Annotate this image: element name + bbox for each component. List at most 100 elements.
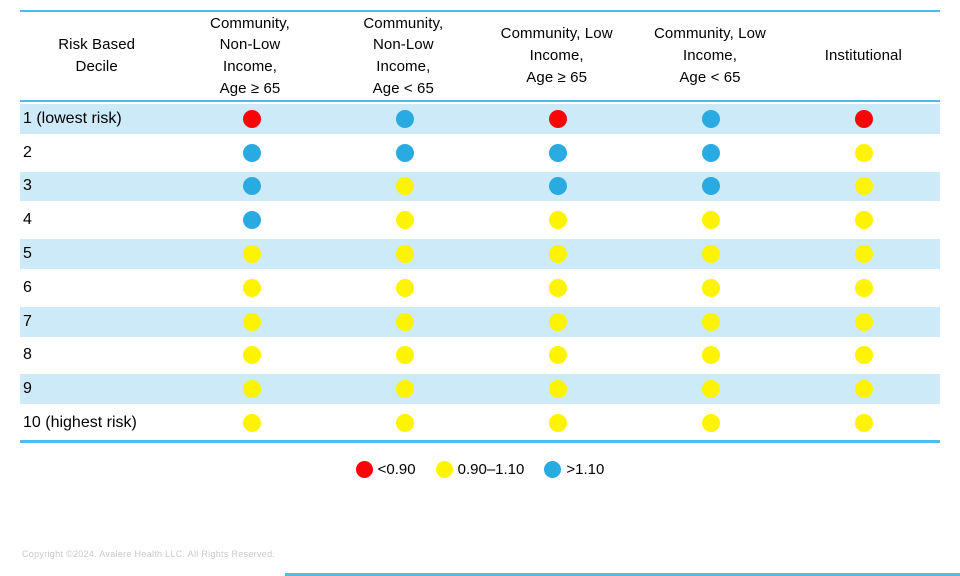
ratio-cell	[634, 312, 787, 331]
ratio-cell	[329, 346, 482, 365]
ratio-cell	[787, 177, 940, 196]
yellow-dot	[854, 312, 873, 331]
yellow-dot	[854, 143, 873, 162]
ratio-cell	[176, 211, 329, 230]
yellow-dot	[701, 312, 720, 331]
yellow-dot	[396, 278, 415, 297]
ratio-cell	[787, 380, 940, 399]
ratio-cell	[634, 414, 787, 433]
table-row: 6	[20, 271, 940, 305]
ratio-cell	[176, 177, 329, 196]
ratio-cell	[787, 312, 940, 331]
blue-dot	[396, 143, 415, 162]
yellow-dot	[243, 414, 262, 433]
blue-dot	[548, 143, 567, 162]
yellow-dot	[854, 211, 873, 230]
ratio-cell	[329, 312, 482, 331]
yellow-dot	[548, 380, 567, 399]
ratio-cell	[176, 109, 329, 128]
ratio-cell	[787, 346, 940, 365]
red-dot	[854, 109, 873, 128]
yellow-dot	[701, 245, 720, 264]
ratio-cell	[787, 414, 940, 433]
ratio-cell	[787, 278, 940, 297]
yellow-dot	[396, 346, 415, 365]
yellow-dot	[435, 461, 453, 478]
legend-label: >1.10	[566, 461, 605, 478]
row-label: 7	[23, 312, 32, 330]
table-row: 3	[20, 169, 940, 204]
yellow-dot	[396, 414, 415, 433]
blue-dot	[243, 143, 262, 162]
legend-item-blue: >1.10	[544, 461, 604, 478]
row-label: 5	[23, 245, 32, 263]
yellow-dot	[396, 177, 415, 196]
yellow-dot	[854, 177, 873, 196]
blue-dot	[701, 109, 720, 128]
column-header-risk-based-decile: Risk Based Decile	[58, 36, 136, 75]
ratio-cell	[329, 211, 482, 230]
column-header-community-low-lt65: Community, Low Income, Age < 65	[653, 25, 766, 86]
column-header-community-low-ge65: Community, Low Income, Age ≥ 65	[500, 25, 613, 86]
yellow-dot	[854, 380, 873, 399]
red-dot	[548, 109, 567, 128]
ratio-cell	[481, 414, 634, 433]
row-label: 9	[23, 380, 32, 398]
legend: <0.90 0.90–1.10 >1.10	[0, 461, 960, 478]
ratio-cell	[176, 143, 329, 162]
ratio-cell	[481, 312, 634, 331]
ratio-cell	[634, 380, 787, 399]
table-bottom-border	[20, 439, 940, 443]
yellow-dot	[243, 380, 262, 399]
yellow-dot	[243, 245, 262, 264]
blue-dot	[701, 143, 720, 162]
row-label: 3	[23, 177, 32, 195]
yellow-dot	[854, 414, 873, 433]
yellow-dot	[701, 380, 720, 399]
column-header-institutional: Institutional	[824, 47, 902, 65]
yellow-dot	[548, 245, 567, 264]
ratio-cell	[329, 143, 482, 162]
table-row: 1 (lowest risk)	[20, 102, 940, 136]
row-label: 8	[23, 346, 32, 364]
yellow-dot	[548, 211, 567, 230]
ratio-cell	[176, 245, 329, 264]
yellow-dot	[396, 245, 415, 264]
yellow-dot	[243, 346, 262, 365]
blue-dot	[243, 211, 262, 230]
ratio-cell	[634, 346, 787, 365]
ratio-cell	[787, 245, 940, 264]
risk-decile-table: Risk Based Decile Community, Non-Low Inc…	[20, 10, 940, 443]
copyright-text: Copyright ©2024. Avalere Health LLC. All…	[22, 549, 276, 559]
legend-item-yellow: 0.90–1.10	[435, 461, 524, 478]
row-label: 10 (highest risk)	[23, 414, 137, 432]
yellow-dot	[548, 414, 567, 433]
ratio-cell	[481, 380, 634, 399]
ratio-cell	[481, 109, 634, 128]
table-row: 8	[20, 339, 940, 373]
ratio-cell	[176, 312, 329, 331]
row-label: 6	[23, 278, 32, 296]
yellow-dot	[854, 346, 873, 365]
legend-label: <0.90	[377, 461, 416, 478]
ratio-cell	[329, 380, 482, 399]
yellow-dot	[548, 278, 567, 297]
ratio-cell	[329, 278, 482, 297]
yellow-dot	[243, 278, 262, 297]
yellow-dot	[701, 211, 720, 230]
ratio-cell	[787, 211, 940, 230]
blue-dot	[544, 461, 562, 478]
yellow-dot	[701, 278, 720, 297]
table-header-row: Risk Based Decile Community, Non-Low Inc…	[20, 10, 940, 102]
yellow-dot	[396, 211, 415, 230]
blue-dot	[548, 177, 567, 196]
yellow-dot	[548, 312, 567, 331]
table-row: 4	[20, 203, 940, 237]
ratio-cell	[787, 143, 940, 162]
ratio-cell	[481, 177, 634, 196]
table-row: 5	[20, 237, 940, 271]
footer-accent-line	[285, 573, 960, 576]
ratio-cell	[634, 245, 787, 264]
ratio-cell	[634, 177, 787, 196]
blue-dot	[243, 177, 262, 196]
